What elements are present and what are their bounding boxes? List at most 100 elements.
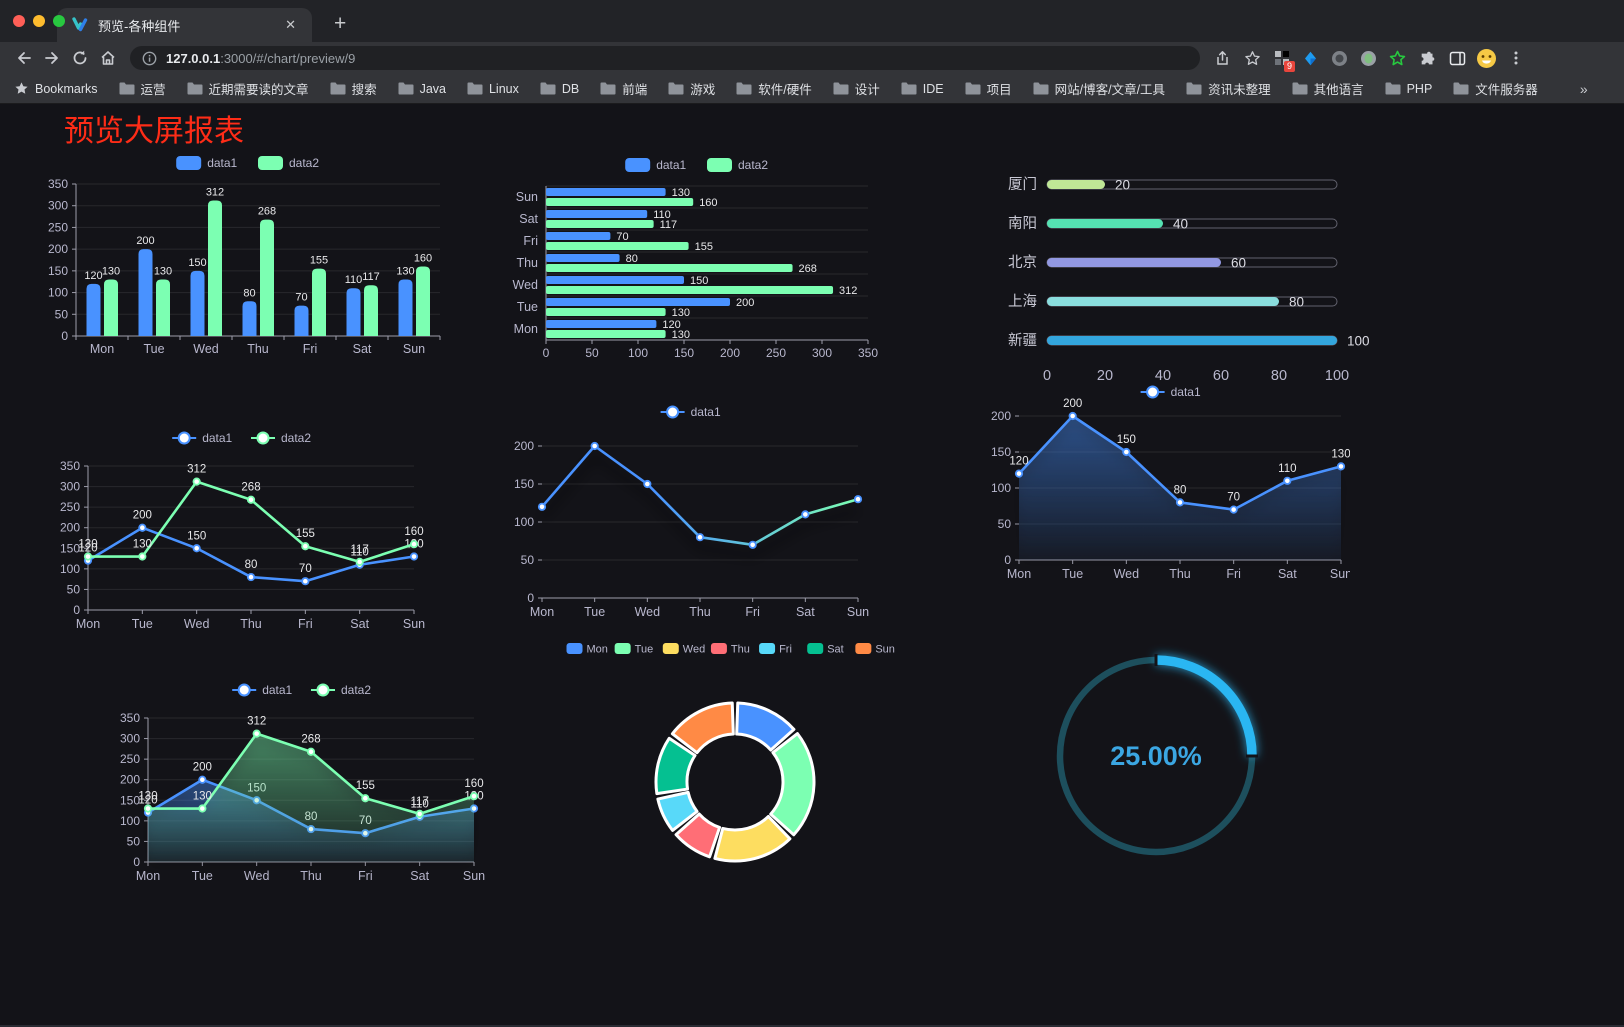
window-close-button[interactable]: [13, 15, 25, 27]
profile-avatar[interactable]: [1473, 45, 1500, 72]
svg-text:80: 80: [1271, 368, 1287, 384]
bookmark-folder-item[interactable]: 其他语言: [1292, 79, 1364, 98]
bookmark-folder-item[interactable]: 资讯未整理: [1186, 79, 1271, 98]
menu-kebab-icon[interactable]: [1502, 44, 1530, 72]
svg-text:312: 312: [206, 187, 224, 199]
svg-text:250: 250: [766, 346, 786, 360]
window-zoom-button[interactable]: [53, 15, 65, 27]
bookmark-folder-item[interactable]: 近期需要读的文章: [187, 79, 309, 98]
svg-text:155: 155: [695, 241, 713, 253]
chart-area-two-series: data1 data2 0 50 100 150 200 250 300 350 Mon Tue Wed…: [100, 676, 485, 896]
svg-text:Sat: Sat: [519, 212, 538, 226]
svg-text:130: 130: [672, 187, 690, 199]
bookmark-folder-item[interactable]: Linux: [467, 79, 519, 98]
svg-text:130: 130: [1331, 448, 1350, 460]
svg-text:200: 200: [720, 346, 740, 360]
svg-text:117: 117: [660, 219, 678, 231]
svg-text:250: 250: [48, 220, 68, 234]
svg-text:Tue: Tue: [584, 605, 605, 619]
svg-text:120: 120: [138, 795, 157, 807]
svg-text:Tue: Tue: [635, 644, 654, 656]
bookmark-folder-item[interactable]: 设计: [833, 79, 880, 98]
svg-text:130: 130: [672, 307, 690, 319]
svg-text:Thu: Thu: [731, 644, 750, 656]
svg-text:130: 130: [78, 539, 97, 551]
bookmark-folder-item[interactable]: DB: [540, 79, 579, 98]
svg-text:北京: 北京: [1008, 254, 1037, 271]
bookmark-folder-item[interactable]: 搜索: [330, 79, 377, 98]
bookmark-folder-item[interactable]: IDE: [901, 79, 944, 98]
new-tab-button[interactable]: +: [334, 12, 347, 35]
svg-text:50: 50: [127, 834, 141, 848]
svg-text:268: 268: [241, 482, 260, 494]
home-button[interactable]: [94, 44, 122, 72]
bookmark-folder-item[interactable]: 前端: [600, 79, 647, 98]
window-controls[interactable]: [13, 15, 65, 27]
svg-text:100: 100: [48, 286, 68, 300]
svg-text:Tue: Tue: [517, 300, 538, 314]
back-button[interactable]: [10, 44, 38, 72]
svg-text:Wed: Wed: [184, 617, 210, 631]
svg-text:Thu: Thu: [689, 605, 711, 619]
bookmarks-manager[interactable]: Bookmarks: [14, 81, 98, 96]
bookmark-star-icon[interactable]: [1238, 44, 1266, 72]
chart-line-two-series: data1 data2 0 50 100 150 200 250 300 350 Mon Tue Wed…: [40, 424, 425, 644]
svg-text:150: 150: [674, 346, 694, 360]
svg-text:120: 120: [84, 270, 102, 282]
svg-text:70: 70: [616, 231, 628, 243]
svg-text:200: 200: [120, 773, 140, 787]
bookmark-folder-item[interactable]: Java: [398, 79, 446, 98]
svg-text:130: 130: [102, 266, 120, 278]
side-panel-icon[interactable]: [1443, 44, 1471, 72]
svg-text:130: 130: [138, 791, 157, 803]
reload-button[interactable]: [66, 44, 94, 72]
svg-text:110: 110: [653, 209, 671, 221]
svg-text:160: 160: [414, 253, 432, 265]
svg-text:南阳: 南阳: [1008, 215, 1037, 232]
bookmark-folder-item[interactable]: 网站/博客/文章/工具: [1033, 79, 1165, 98]
svg-text:150: 150: [690, 275, 708, 287]
svg-text:Thu: Thu: [240, 617, 262, 631]
svg-text:data1: data1: [656, 158, 686, 172]
svg-text:Mon: Mon: [587, 644, 608, 656]
svg-text:Fri: Fri: [298, 617, 313, 631]
window-minimize-button[interactable]: [33, 15, 45, 27]
bookmark-folder-item[interactable]: 游戏: [668, 79, 715, 98]
svg-text:200: 200: [133, 510, 152, 522]
forward-button[interactable]: [38, 44, 66, 72]
browser-tab[interactable]: 预览-各种组件 ✕: [57, 8, 312, 42]
extensions-puzzle-icon[interactable]: [1413, 44, 1441, 72]
address-bar[interactable]: 127.0.0.1:3000/#/chart/preview/9: [130, 46, 1200, 70]
svg-text:Wed: Wed: [193, 342, 219, 356]
svg-text:60: 60: [1231, 256, 1246, 271]
extension-grid-icon[interactable]: 9: [1268, 45, 1295, 72]
svg-text:150: 150: [1117, 434, 1136, 446]
svg-text:Wed: Wed: [513, 278, 539, 292]
svg-text:155: 155: [296, 528, 315, 540]
svg-text:350: 350: [120, 711, 140, 725]
extension-dark-circle-icon[interactable]: [1326, 45, 1353, 72]
svg-text:300: 300: [48, 199, 68, 213]
bookmark-folder-item[interactable]: 运营: [119, 79, 166, 98]
svg-text:Tue: Tue: [1062, 567, 1083, 581]
svg-text:Wed: Wed: [683, 644, 705, 656]
svg-text:200: 200: [514, 439, 534, 453]
bookmarks-overflow-chevron[interactable]: »: [1579, 80, 1588, 97]
extension-kite-icon[interactable]: [1297, 45, 1324, 72]
site-favicon-icon: [72, 17, 88, 32]
svg-text:Sat: Sat: [350, 617, 369, 631]
extension-star-icon[interactable]: [1384, 45, 1411, 72]
page-info-icon[interactable]: [142, 51, 157, 66]
svg-text:350: 350: [48, 177, 68, 191]
svg-text:50: 50: [67, 582, 81, 596]
bookmark-folder-item[interactable]: 项目: [965, 79, 1012, 98]
share-icon[interactable]: [1208, 44, 1236, 72]
bookmark-folder-item[interactable]: 文件服务器: [1453, 79, 1538, 98]
bookmark-folder-item[interactable]: PHP: [1385, 79, 1432, 98]
bookmark-folder-item[interactable]: 软件/硬件: [736, 79, 812, 98]
svg-text:Mon: Mon: [514, 322, 538, 336]
extension-green-circle-icon[interactable]: [1355, 45, 1382, 72]
tab-close-icon[interactable]: ✕: [285, 17, 296, 32]
svg-text:Sat: Sat: [410, 869, 429, 883]
svg-text:Mon: Mon: [136, 869, 160, 883]
